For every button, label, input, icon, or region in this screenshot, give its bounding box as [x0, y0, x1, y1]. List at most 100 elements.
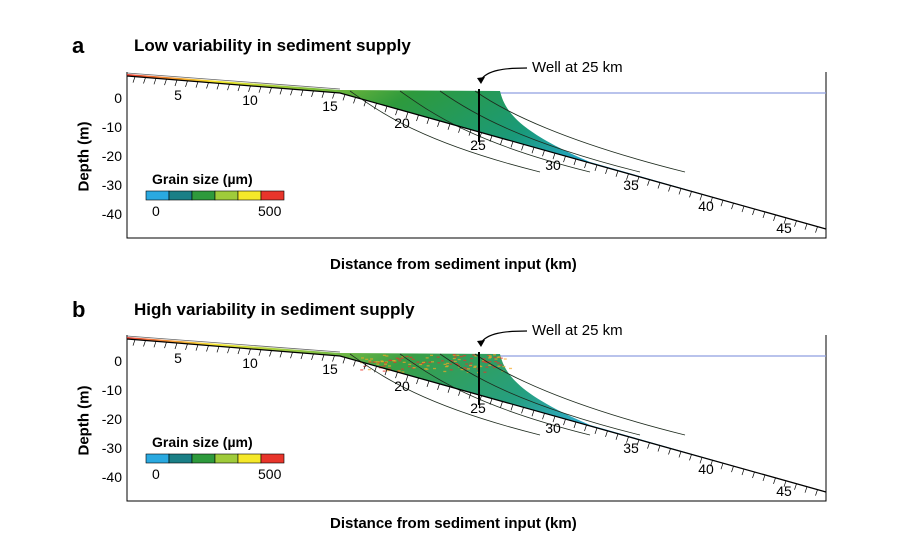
grain-speckle — [383, 370, 386, 371]
grain-speckle — [368, 369, 371, 370]
hatch-tick — [501, 401, 503, 407]
well-arrow — [481, 331, 527, 343]
grain-speckle — [444, 364, 447, 365]
grain-speckle — [380, 360, 383, 361]
km-tick-label: 15 — [322, 361, 338, 377]
grain-speckle — [463, 367, 466, 368]
grain-speckle — [460, 356, 463, 357]
km-tick-label: 40 — [698, 461, 714, 477]
km-tick-label: 5 — [174, 350, 182, 366]
hatch-tick — [175, 343, 177, 349]
hatch-tick — [564, 419, 566, 425]
hatch-tick — [196, 345, 198, 351]
grain-speckle — [495, 358, 498, 359]
grain-speckle — [398, 370, 401, 371]
hatch-tick — [543, 413, 545, 419]
grain-speckle — [465, 363, 468, 364]
grain-speckle — [422, 362, 425, 363]
grain-speckle — [393, 362, 396, 363]
grain-speckle — [499, 364, 502, 365]
grain-speckle — [449, 364, 452, 365]
legend-title: Grain size (µm) — [152, 434, 253, 450]
hatch-tick — [679, 451, 681, 457]
hatch-tick — [690, 454, 692, 460]
grain-speckle — [398, 360, 401, 361]
grain-speckle — [509, 368, 512, 369]
hatch-tick — [280, 351, 282, 357]
hatch-tick — [511, 404, 513, 410]
grain-speckle — [488, 365, 491, 366]
grain-speckle — [403, 362, 406, 363]
grain-speckle — [473, 367, 476, 368]
grain-speckle — [388, 360, 391, 361]
hatch-tick — [816, 490, 818, 496]
grain-speckle — [401, 371, 404, 372]
grain-speckle — [433, 368, 436, 369]
grain-speckle — [383, 355, 386, 356]
km-tick-label: 30 — [545, 420, 561, 436]
hatch-tick — [585, 425, 587, 431]
km-tick-label: 10 — [242, 355, 258, 371]
hatch-tick — [448, 387, 450, 393]
grain-speckle — [416, 361, 419, 362]
hatch-tick — [249, 349, 251, 355]
grain-speckle — [388, 365, 391, 366]
grain-speckle — [441, 360, 444, 361]
grain-speckle — [393, 360, 396, 361]
grain-speckle — [384, 362, 387, 363]
hatch-tick — [606, 431, 608, 437]
hatch-tick — [270, 351, 272, 357]
grain-speckle — [458, 359, 461, 360]
hatch-tick — [805, 487, 807, 493]
grain-speckle — [426, 357, 429, 358]
grain-speckle — [504, 358, 507, 359]
legend-swatch — [169, 454, 192, 463]
grain-speckle — [406, 356, 409, 357]
grain-speckle — [424, 368, 427, 369]
km-tick-label: 20 — [394, 378, 410, 394]
hatch-tick — [742, 469, 744, 475]
grain-speckle — [384, 364, 387, 365]
grain-speckle — [368, 361, 371, 362]
hatch-tick — [354, 360, 356, 366]
hatch-tick — [301, 353, 303, 359]
hatch-tick — [291, 352, 293, 358]
grain-speckle — [446, 365, 449, 366]
hatch-tick — [721, 463, 723, 469]
grain-speckle — [453, 354, 456, 355]
legend-swatch — [238, 454, 261, 463]
hatch-tick — [343, 357, 345, 363]
grain-speckle — [370, 358, 373, 359]
hatch-tick — [763, 475, 765, 481]
hatch-tick — [322, 355, 324, 361]
grain-speckle — [494, 361, 497, 362]
hatch-tick — [427, 381, 429, 387]
grain-speckle — [401, 358, 404, 359]
grain-speckle — [373, 362, 376, 363]
grain-speckle — [437, 356, 440, 357]
grain-speckle — [463, 355, 466, 356]
grain-speckle — [485, 367, 488, 368]
km-tick-label: 35 — [623, 440, 639, 456]
grain-speckle — [409, 357, 412, 358]
legend-max-label: 500 — [258, 466, 282, 482]
grain-speckle — [453, 358, 456, 359]
hatch-tick — [795, 484, 797, 490]
km-tick-label: 45 — [776, 483, 792, 499]
hatch-tick — [186, 344, 188, 350]
legend-swatch — [146, 454, 169, 463]
hatch-tick — [522, 407, 524, 413]
hatch-tick — [574, 422, 576, 428]
grain-speckle — [456, 355, 459, 356]
grain-speckle — [383, 365, 386, 366]
grain-speckle — [483, 372, 486, 373]
grain-speckle — [427, 365, 430, 366]
grain-speckle — [493, 357, 496, 358]
grain-speckle — [489, 357, 492, 358]
grain-speckle — [497, 362, 500, 363]
grain-speckle — [413, 367, 416, 368]
hatch-tick — [438, 384, 440, 390]
grain-speckle — [489, 355, 492, 356]
well-arrowhead — [477, 340, 485, 347]
grain-speckle — [398, 358, 401, 359]
